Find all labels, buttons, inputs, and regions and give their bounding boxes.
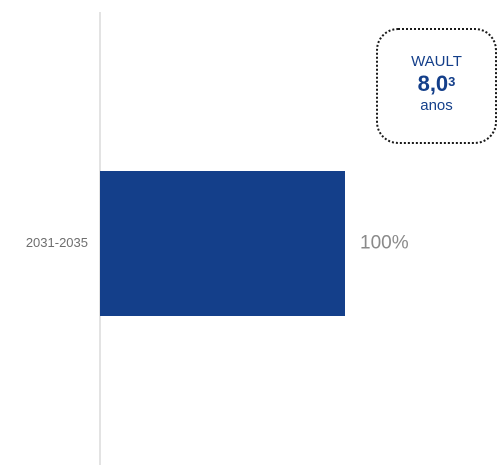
bar [100, 171, 345, 316]
wault-number: 8,0 [417, 71, 449, 96]
wault-unit: anos [420, 97, 453, 114]
wault-callout: WAULT 8,03 anos [376, 28, 497, 144]
wault-footnote-marker: 3 [448, 74, 456, 89]
value-label: 100% [360, 233, 409, 254]
wault-label: WAULT [411, 53, 462, 70]
bars-group: 2031-2035 100% [26, 171, 409, 316]
category-label: 2031-2035 [26, 235, 88, 250]
wault-value: 8,03 [378, 72, 495, 96]
